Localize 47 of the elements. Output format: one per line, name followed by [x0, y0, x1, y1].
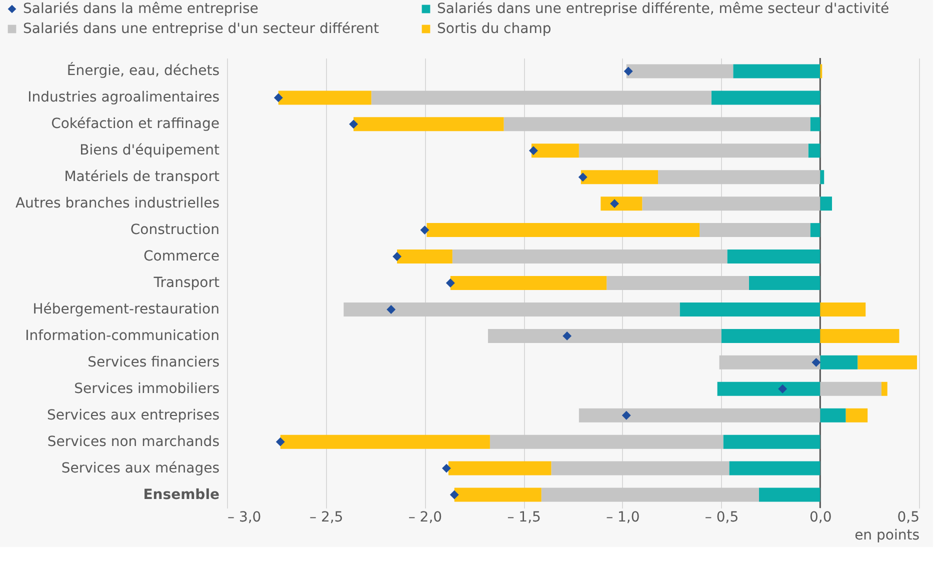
y-tick-label: Hébergement-restauration [32, 301, 220, 318]
x-tick-label: 0,0 [810, 510, 832, 526]
point [450, 490, 459, 500]
y-tick-label: Énergie, eau, déchets [66, 62, 220, 80]
y-tick-label: Transport [152, 275, 220, 291]
y-tick-label: Autres branches industrielles [15, 196, 220, 212]
point [392, 252, 402, 261]
y-tick-label: Biens d'équipement [80, 142, 220, 159]
x-tick-label: – 1,5 [507, 510, 541, 526]
y-tick-label: Services financiers [88, 354, 220, 370]
x-tick-label: – 0,5 [704, 510, 739, 526]
legend-label: Salariés dans la même entreprise [23, 1, 258, 17]
point [442, 464, 451, 473]
y-tick-label: Services immobiliers [74, 380, 220, 397]
point [622, 410, 631, 420]
y-tick-label: Matériels de transport [64, 169, 220, 186]
legend-label: Sortis du champ [437, 21, 552, 37]
y-tick-label: Commerce [144, 248, 220, 265]
point [610, 199, 619, 208]
point [812, 358, 821, 367]
point [349, 120, 358, 129]
y-tick-label: Industries agroalimentaires [28, 90, 220, 106]
x-tick-label: – 2,5 [310, 510, 344, 526]
y-tick-label: Services aux ménages [61, 460, 220, 476]
y-tick-label: Ensemble [143, 486, 220, 503]
y-tick-label: Information-communication [25, 328, 220, 344]
x-tick-label: – 1,0 [606, 510, 640, 526]
point [276, 437, 285, 446]
x-tick-label: 0,5 [897, 510, 920, 526]
y-tick-label: Services aux entreprises [47, 407, 220, 424]
x-tick-label: – 3,0 [228, 510, 262, 526]
y-tick-label: Cokéfaction et raffinage [51, 116, 220, 132]
point [562, 331, 572, 340]
point [778, 384, 788, 394]
point [528, 146, 538, 156]
point [624, 66, 633, 76]
x-axis-title: en points [854, 528, 920, 544]
y-tick-label: Services non marchands [47, 434, 220, 450]
point [386, 305, 396, 314]
point [274, 93, 283, 102]
legend-label: Salariés dans une entreprise d'un secteur différent [23, 21, 380, 37]
y-tick-label: Construction [130, 222, 220, 238]
point [420, 226, 430, 235]
point [446, 278, 455, 288]
x-tick-label: – 2,0 [408, 510, 442, 526]
legend-label: Salariés dans une entreprise différente, même secteur d'activité [437, 1, 890, 17]
point [578, 172, 588, 182]
